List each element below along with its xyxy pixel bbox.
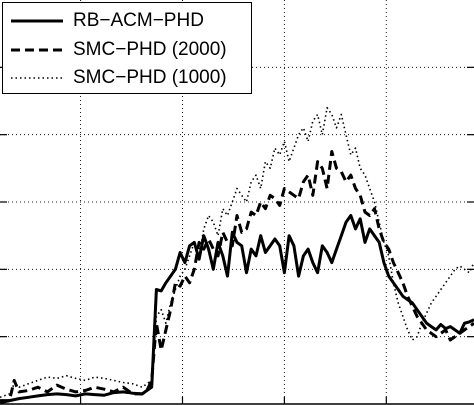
legend-entry-smc-phd-1000: SMC−PHD (1000) bbox=[9, 66, 227, 90]
legend-label-rb-acm-phd: RB−ACM−PHD bbox=[73, 10, 204, 31]
legend: RB−ACM−PHD SMC−PHD (2000) SMC−PHD (1000) bbox=[2, 2, 252, 94]
legend-swatch-dotted bbox=[11, 77, 63, 79]
series-line-2 bbox=[0, 106, 474, 399]
legend-swatch-solid bbox=[11, 19, 63, 23]
legend-label-smc-phd-2000: SMC−PHD (2000) bbox=[73, 39, 227, 60]
legend-entry-smc-phd-2000: SMC−PHD (2000) bbox=[9, 38, 227, 62]
legend-swatch-dashed bbox=[11, 48, 63, 52]
series-line-1 bbox=[0, 150, 474, 403]
legend-entry-rb-acm-phd: RB−ACM−PHD bbox=[9, 9, 204, 33]
legend-label-smc-phd-1000: SMC−PHD (1000) bbox=[73, 67, 227, 88]
series-line-0 bbox=[0, 214, 474, 405]
